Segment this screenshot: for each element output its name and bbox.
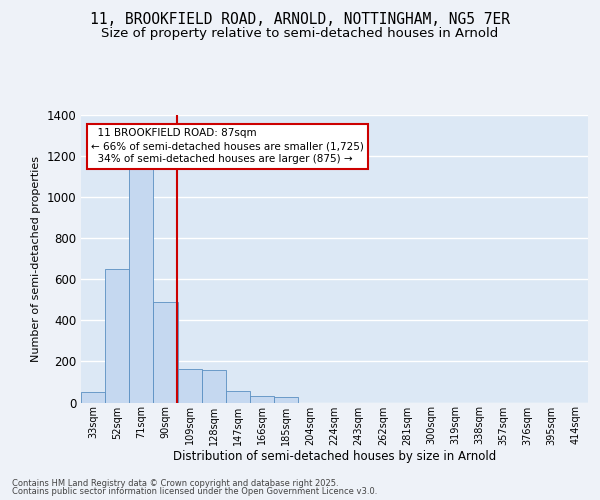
Text: 11 BROOKFIELD ROAD: 87sqm
← 66% of semi-detached houses are smaller (1,725)
  34: 11 BROOKFIELD ROAD: 87sqm ← 66% of semi-…: [91, 128, 364, 164]
Bar: [226, 391, 250, 402]
Bar: [274, 398, 298, 402]
Bar: [202, 370, 226, 402]
Text: 11, BROOKFIELD ROAD, ARNOLD, NOTTINGHAM, NG5 7ER: 11, BROOKFIELD ROAD, ARNOLD, NOTTINGHAM,…: [90, 12, 510, 28]
Text: Contains public sector information licensed under the Open Government Licence v3: Contains public sector information licen…: [12, 487, 377, 496]
Text: Contains HM Land Registry data © Crown copyright and database right 2025.: Contains HM Land Registry data © Crown c…: [12, 478, 338, 488]
X-axis label: Distribution of semi-detached houses by size in Arnold: Distribution of semi-detached houses by …: [173, 450, 496, 463]
Bar: [178, 368, 202, 402]
Text: Size of property relative to semi-detached houses in Arnold: Size of property relative to semi-detach…: [101, 28, 499, 40]
Bar: [81, 392, 105, 402]
Bar: [154, 302, 178, 402]
Bar: [250, 396, 274, 402]
Bar: [105, 269, 129, 402]
Y-axis label: Number of semi-detached properties: Number of semi-detached properties: [31, 156, 41, 362]
Bar: [129, 161, 154, 402]
